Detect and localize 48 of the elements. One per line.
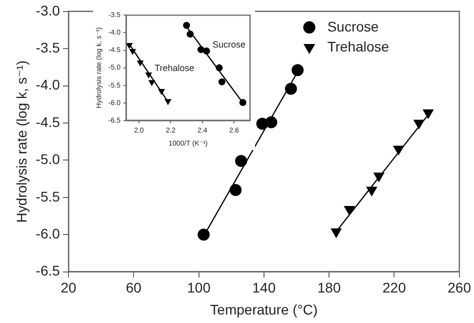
point: [393, 146, 404, 156]
x-tick-label: 60: [126, 280, 142, 296]
legend-label: Trehalose: [327, 38, 390, 54]
y-tick-label: -6.5: [36, 262, 60, 279]
x-tick-label: 180: [317, 280, 341, 296]
x-tick-label: 20: [60, 280, 77, 296]
x-tick-label: 220: [382, 280, 406, 296]
point: [137, 60, 144, 66]
y-tick-label: -6.0: [36, 225, 60, 242]
y-tick-label: -5.5: [36, 188, 60, 204]
point: [126, 43, 132, 49]
y-tick-label: -4.0: [36, 76, 60, 93]
point: [366, 186, 377, 196]
point: [284, 82, 297, 95]
point: [239, 99, 246, 106]
point: [197, 46, 204, 54]
point: [344, 206, 355, 216]
x-tick-label: 260: [448, 280, 472, 296]
x-axis-title: Temperature (°C): [210, 301, 318, 318]
y-tick-label: -4.5: [36, 114, 60, 130]
x-tick-label: 140: [252, 280, 276, 296]
point: [148, 80, 155, 86]
x-tick-label: 100: [187, 280, 211, 296]
y-axis-title: Hydrolysis rate (log k, s⁻¹): [13, 60, 30, 223]
point: [374, 172, 384, 182]
point: [235, 154, 248, 167]
series-label: Trehalose: [154, 62, 194, 73]
y-tick-label: -3.0: [36, 2, 60, 18]
point: [198, 228, 210, 241]
point: [183, 22, 190, 29]
y-tick-label: -5.0: [36, 151, 60, 168]
point: [292, 64, 304, 76]
y-tick-label: -3.5: [36, 39, 60, 56]
point: [158, 88, 165, 94]
point: [203, 47, 210, 54]
point: [414, 120, 424, 129]
point: [230, 184, 242, 196]
point: [164, 99, 172, 105]
point: [130, 48, 136, 54]
point: [186, 30, 194, 38]
point: [422, 109, 434, 119]
point: [218, 78, 226, 86]
point: [330, 228, 342, 238]
point: [146, 72, 152, 78]
point: [216, 64, 223, 72]
legend-label: Sucrose: [327, 18, 379, 34]
series-label: Sucrose: [212, 39, 246, 50]
point: [265, 116, 278, 128]
